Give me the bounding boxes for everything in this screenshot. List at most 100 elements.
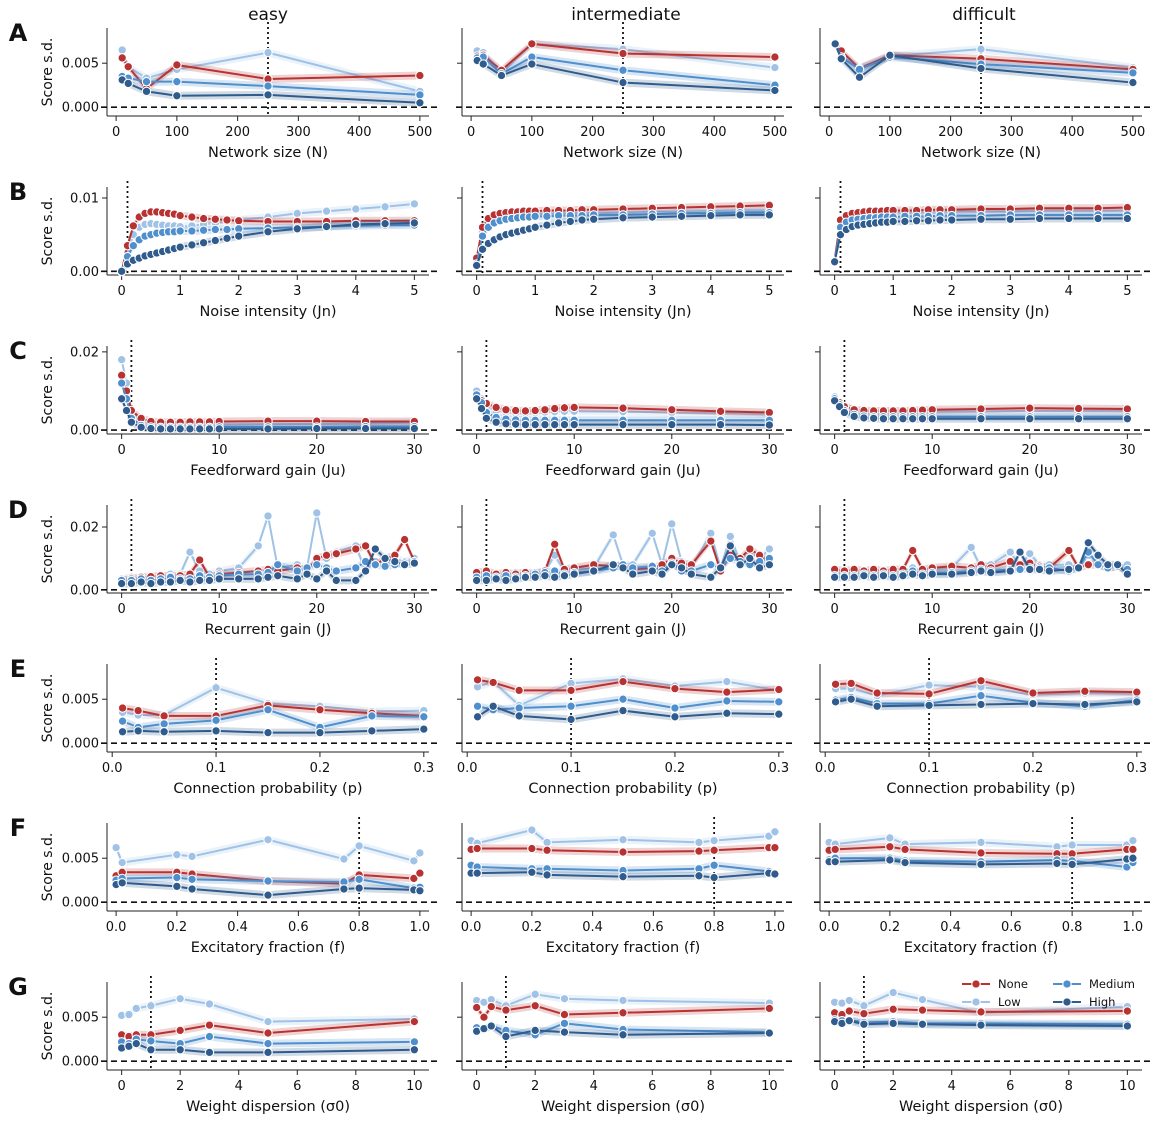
data-point <box>263 81 273 91</box>
data-point <box>667 559 677 570</box>
data-point <box>966 542 976 553</box>
y-tick-label: 0.005 <box>62 852 99 867</box>
x-axis-label: Excitatory fraction (f) <box>546 940 701 956</box>
panel-B: B 0.00 0.01 0 1 2 3 4 5 Noise intensity (Jn) 0 1 2 3 4… <box>9 178 1154 320</box>
data-point <box>116 370 127 381</box>
data-point <box>1067 840 1077 850</box>
data-point <box>123 78 134 89</box>
data-point <box>722 676 732 687</box>
x-tick-label: 200 <box>580 125 605 140</box>
data-point <box>725 531 736 542</box>
data-point <box>588 566 599 576</box>
data-point <box>415 868 425 878</box>
data-point <box>829 257 840 267</box>
data-point <box>175 226 185 236</box>
legend-item-low: Low <box>962 995 1021 1009</box>
data-point <box>588 214 599 225</box>
data-point <box>618 995 628 1006</box>
data-point <box>844 995 855 1006</box>
data-point <box>859 570 869 581</box>
y-tick-label: 0.00 <box>70 265 99 280</box>
series-line <box>477 677 779 707</box>
data-point <box>477 244 488 255</box>
data-point <box>185 547 195 557</box>
data-point <box>764 1003 775 1014</box>
data-point <box>1103 559 1113 570</box>
data-point <box>676 563 687 573</box>
legend-swatch-marker <box>1062 997 1072 1007</box>
data-point <box>409 199 420 209</box>
data-point <box>263 1038 273 1049</box>
data-point <box>667 405 677 415</box>
confidence-band <box>122 705 424 732</box>
x-tick-label: 5 <box>1123 284 1131 299</box>
data-point <box>204 424 215 434</box>
data-point <box>618 705 628 716</box>
data-point <box>553 218 564 228</box>
data-point <box>1093 213 1103 224</box>
data-point <box>131 1003 142 1014</box>
data-point <box>706 536 716 546</box>
data-point <box>210 224 221 235</box>
data-point <box>194 555 205 565</box>
data-point <box>204 1020 215 1030</box>
data-point <box>501 419 511 429</box>
data-point <box>976 404 986 414</box>
subplot-C-easy: 0.00 0.02 0 10 20 30 Feedforward gain (Ju) <box>70 340 441 479</box>
data-point <box>976 44 986 54</box>
x-tick-label: 100 <box>519 125 544 140</box>
series-none <box>466 842 780 857</box>
data-point <box>187 240 197 250</box>
data-point <box>116 266 127 277</box>
data-point <box>976 699 986 710</box>
data-point <box>501 405 511 415</box>
data-point <box>542 870 552 880</box>
data-point <box>419 724 429 734</box>
legend-label: High <box>1089 995 1115 1009</box>
data-point <box>885 842 895 852</box>
data-point <box>774 697 784 707</box>
data-point <box>488 701 498 711</box>
data-point <box>830 697 841 707</box>
data-point <box>946 569 957 579</box>
x-axis-label: Network size (N) <box>563 145 683 161</box>
series-none <box>117 53 425 94</box>
x-axis-label: Connection probability (p) <box>886 781 1075 797</box>
data-point <box>770 62 780 73</box>
subplot-D-intermediate: 0 10 20 30 Recurrent gain (J) <box>456 499 796 638</box>
data-point <box>155 577 166 587</box>
data-point <box>481 575 492 586</box>
data-point <box>210 214 221 225</box>
x-tick-label: 30 <box>1119 443 1136 458</box>
x-tick-label: 2 <box>176 1079 184 1094</box>
data-point <box>559 419 570 430</box>
data-point <box>172 881 182 892</box>
data-point <box>1122 413 1133 424</box>
data-point <box>618 48 628 59</box>
data-point <box>116 354 127 365</box>
data-point <box>836 54 847 64</box>
confidence-band <box>122 53 420 93</box>
y-tick-label: 0.02 <box>70 345 99 360</box>
data-point <box>367 726 377 736</box>
data-point <box>907 545 918 556</box>
x-tick-label: 0.0 <box>819 920 840 935</box>
data-point <box>479 1012 489 1022</box>
data-point <box>1128 77 1138 88</box>
data-point <box>764 559 775 570</box>
data-point <box>559 570 570 581</box>
data-point <box>472 843 482 854</box>
series-high <box>471 394 775 430</box>
data-point <box>187 226 197 236</box>
data-point <box>222 233 232 244</box>
data-point <box>1073 563 1084 573</box>
x-tick-label: 5 <box>765 284 773 299</box>
data-point <box>670 703 680 713</box>
data-point <box>370 544 381 554</box>
x-tick-label: 500 <box>1120 125 1145 140</box>
data-point <box>569 569 579 579</box>
series-high <box>116 544 420 589</box>
data-point <box>530 211 540 222</box>
data-point <box>1025 413 1035 424</box>
series-line <box>833 400 1128 420</box>
